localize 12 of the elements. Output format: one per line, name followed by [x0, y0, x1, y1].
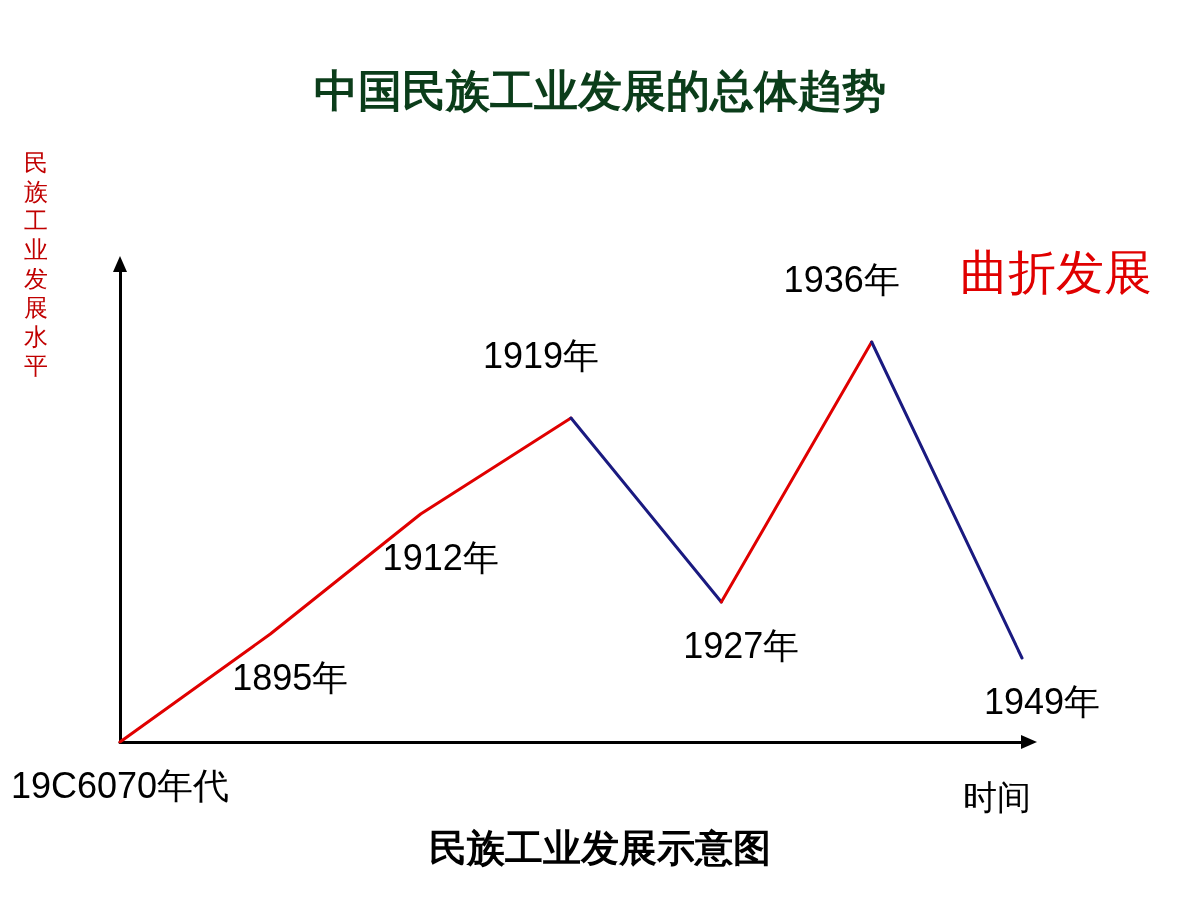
- x-tick-label: 1927年: [683, 624, 800, 666]
- x-tick-label: 1949年: [983, 680, 1101, 722]
- text: 曲折发展: [960, 244, 1152, 300]
- x-axis-title: 时间: [963, 777, 1031, 817]
- x-tick-label: 1919年: [482, 334, 600, 376]
- x-tick-label: 1936年: [783, 258, 900, 300]
- x-tick-label: 1895年: [232, 656, 349, 698]
- chart-title: 中国民族工业发展的总体趋势: [314, 64, 886, 116]
- text: 民族工业发展示意图: [429, 824, 771, 870]
- x-tick-label: 19C6070年代: [10, 764, 230, 806]
- y-axis-title: 民族工业发展水平: [24, 148, 48, 380]
- x-tick-label: 1912年: [382, 536, 499, 578]
